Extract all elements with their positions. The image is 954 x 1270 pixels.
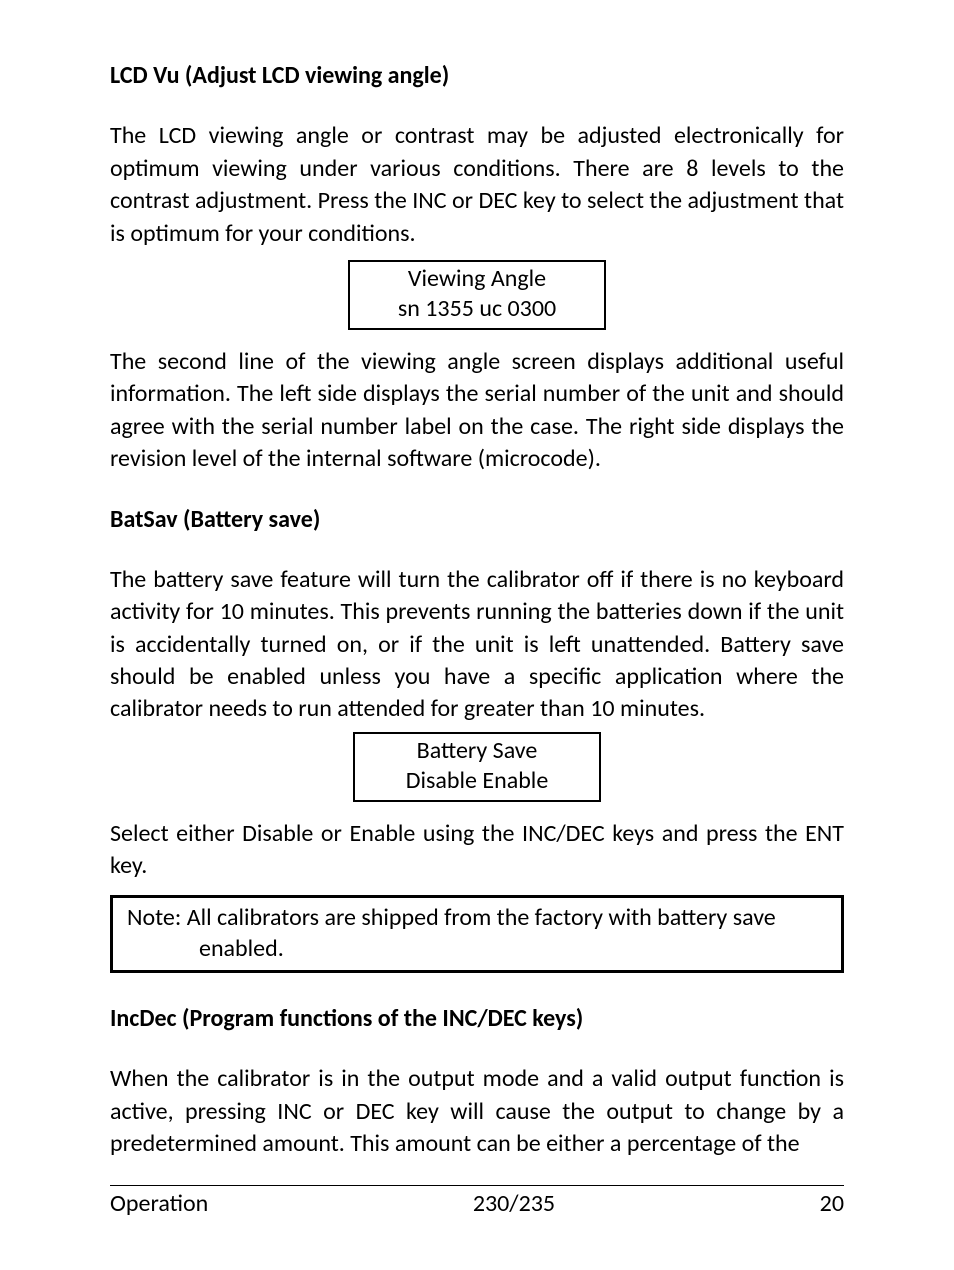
lcd-display-battery-save: Battery Save Disable Enable bbox=[353, 732, 601, 802]
footer-right: 20 bbox=[820, 1188, 844, 1220]
paragraph: The second line of the viewing angle scr… bbox=[110, 346, 844, 476]
section-heading-batsav: BatSav (Battery save) bbox=[110, 504, 844, 536]
paragraph: The LCD viewing angle or contrast may be… bbox=[110, 120, 844, 250]
lcd-display-viewing-angle: Viewing Angle sn 1355 uc 0300 bbox=[348, 260, 606, 330]
paragraph: When the calibrator is in the output mod… bbox=[110, 1063, 844, 1160]
paragraph: Select either Disable or Enable using th… bbox=[110, 818, 844, 883]
paragraph: The battery save feature will turn the c… bbox=[110, 564, 844, 726]
footer-center: 230/235 bbox=[473, 1188, 555, 1220]
lcd-line: Battery Save bbox=[361, 736, 593, 766]
footer-rule bbox=[110, 1185, 844, 1186]
page-footer: Operation 230/235 20 bbox=[110, 1188, 844, 1220]
lcd-line: Viewing Angle bbox=[356, 264, 598, 294]
note-text-line: enabled. bbox=[127, 933, 827, 964]
note-box: Note: All calibrators are shipped from t… bbox=[110, 895, 844, 973]
lcd-line: sn 1355 uc 0300 bbox=[356, 294, 598, 324]
section-heading-lcdvu: LCD Vu (Adjust LCD viewing angle) bbox=[110, 60, 844, 92]
lcd-line: Disable Enable bbox=[361, 766, 593, 796]
document-page: LCD Vu (Adjust LCD viewing angle) The LC… bbox=[0, 0, 954, 1270]
section-heading-incdec: IncDec (Program functions of the INC/DEC… bbox=[110, 1003, 844, 1035]
note-text-line: Note: All calibrators are shipped from t… bbox=[127, 902, 827, 933]
footer-left: Operation bbox=[110, 1188, 208, 1220]
